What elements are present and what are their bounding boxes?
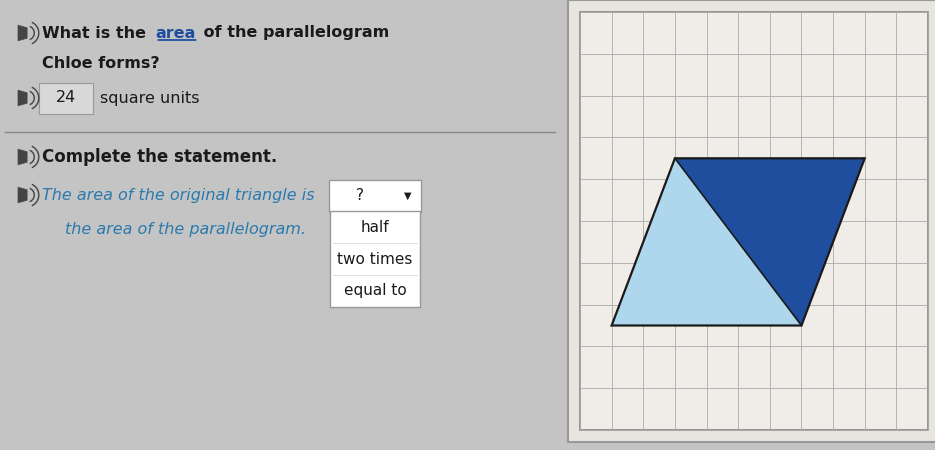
FancyBboxPatch shape	[568, 0, 935, 442]
FancyBboxPatch shape	[330, 211, 420, 307]
Polygon shape	[18, 149, 27, 165]
Text: area: area	[155, 26, 195, 40]
Text: ?: ?	[356, 189, 364, 203]
Text: The area of the original triangle is: The area of the original triangle is	[42, 188, 314, 203]
Text: Complete the statement.: Complete the statement.	[42, 148, 278, 166]
FancyBboxPatch shape	[329, 180, 421, 212]
Text: equal to: equal to	[344, 284, 407, 298]
Text: the area of the parallelogram.: the area of the parallelogram.	[65, 222, 306, 238]
Polygon shape	[675, 158, 865, 325]
Text: half: half	[361, 220, 389, 234]
Text: of the parallelogram: of the parallelogram	[198, 26, 390, 40]
Text: square units: square units	[100, 90, 199, 105]
Text: two times: two times	[338, 252, 412, 266]
Polygon shape	[18, 187, 27, 203]
Polygon shape	[18, 25, 27, 41]
FancyBboxPatch shape	[580, 12, 928, 430]
FancyBboxPatch shape	[39, 83, 93, 114]
Text: ▼: ▼	[404, 191, 411, 201]
Text: Chloe forms?: Chloe forms?	[42, 55, 160, 71]
Polygon shape	[611, 158, 801, 325]
Polygon shape	[18, 90, 27, 106]
Text: 24: 24	[56, 90, 76, 105]
Text: What is the: What is the	[42, 26, 151, 40]
